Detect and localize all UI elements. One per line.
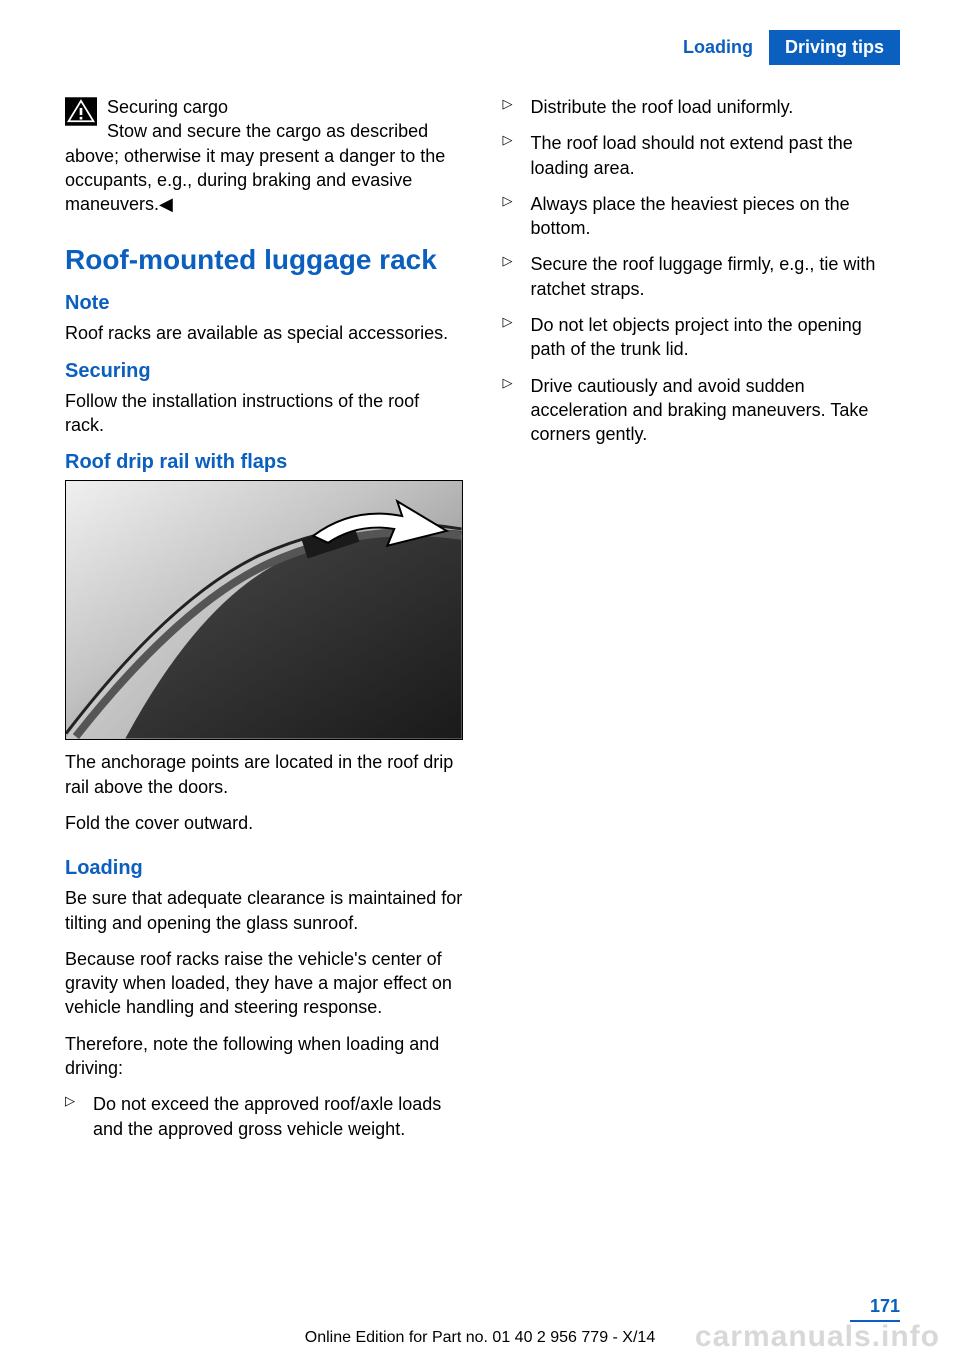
loading-heading: Loading — [65, 857, 463, 880]
footer-edition-text: Online Edition for Part no. 01 40 2 956 … — [0, 1329, 960, 1347]
securing-paragraph: Follow the installation instructions of … — [65, 389, 463, 438]
loading-p1: Be sure that adequate clearance is maint… — [65, 886, 463, 935]
drip-p1: The anchorage points are located in the … — [65, 750, 463, 799]
right-column: Distribute the roof load uniformly. The … — [503, 95, 901, 1153]
warning-title: Securing cargo — [65, 95, 463, 119]
warning-body: Stow and secure the cargo as described a… — [65, 119, 463, 216]
note-paragraph: Roof racks are available as special acce… — [65, 321, 463, 345]
securing-heading: Securing — [65, 360, 463, 383]
drip-heading: Roof drip rail with flaps — [65, 451, 463, 474]
list-item: Distribute the roof load uniformly. — [503, 95, 901, 119]
drip-p2: Fold the cover outward. — [65, 811, 463, 835]
list-item: Do not exceed the approved roof/axle loa… — [65, 1092, 463, 1141]
loading-bullets-right: Distribute the roof load uniformly. The … — [503, 95, 901, 447]
roof-rail-figure — [65, 480, 463, 740]
page-number-value: 171 — [870, 1296, 900, 1316]
left-column: Securing cargoStow and secure the cargo … — [65, 95, 463, 1153]
list-item: Drive cautiously and avoid sudden accele… — [503, 374, 901, 447]
list-item: Do not let objects project into the open… — [503, 313, 901, 362]
list-item: Always place the heaviest pieces on the … — [503, 192, 901, 241]
header-tabs: Loading Driving tips — [667, 30, 900, 65]
tab-driving-tips: Driving tips — [769, 30, 900, 65]
tab-loading: Loading — [667, 30, 769, 65]
warning-icon — [65, 97, 97, 126]
loading-p3: Therefore, note the following when loadi… — [65, 1032, 463, 1081]
section-title: Roof-mounted luggage rack — [65, 244, 463, 276]
page-number: 171 — [850, 1296, 900, 1322]
list-item: The roof load should not extend past the… — [503, 131, 901, 180]
loading-bullets-left: Do not exceed the approved roof/axle loa… — [65, 1092, 463, 1141]
list-item: Secure the roof luggage firmly, e.g., ti… — [503, 252, 901, 301]
main-content: Securing cargoStow and secure the cargo … — [65, 95, 900, 1153]
note-heading: Note — [65, 292, 463, 315]
warning-block: Securing cargoStow and secure the cargo … — [65, 95, 463, 216]
loading-p2: Because roof racks raise the vehicle's c… — [65, 947, 463, 1020]
warning-text: Securing cargoStow and secure the cargo … — [65, 95, 463, 216]
page-number-line — [850, 1320, 900, 1322]
